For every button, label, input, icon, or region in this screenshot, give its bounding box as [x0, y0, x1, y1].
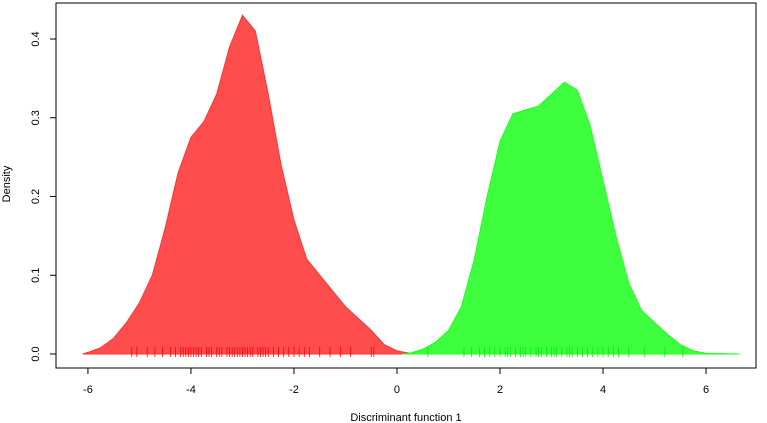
y-tick-label: 0.1: [30, 268, 42, 283]
x-axis-label: Discriminant function 1: [350, 412, 461, 423]
x-tick-label: 4: [600, 384, 606, 396]
x-tick-label: 0: [394, 384, 400, 396]
x-tick-label: 6: [703, 384, 709, 396]
density-area: [82, 14, 418, 355]
plot-box: [55, 2, 757, 369]
x-tick-label: -6: [83, 384, 93, 396]
density-area: [402, 81, 740, 355]
x-tick-label: -4: [186, 384, 196, 396]
y-tick-label: 0.0: [30, 346, 42, 361]
x-tick-label: 2: [497, 384, 503, 396]
y-tick-label: 0.4: [30, 31, 42, 46]
y-tick-label: 0.2: [30, 189, 42, 204]
x-tick-label: -2: [289, 384, 299, 396]
y-tick-label: 0.3: [30, 110, 42, 125]
y-axis-label: Density: [1, 165, 13, 202]
